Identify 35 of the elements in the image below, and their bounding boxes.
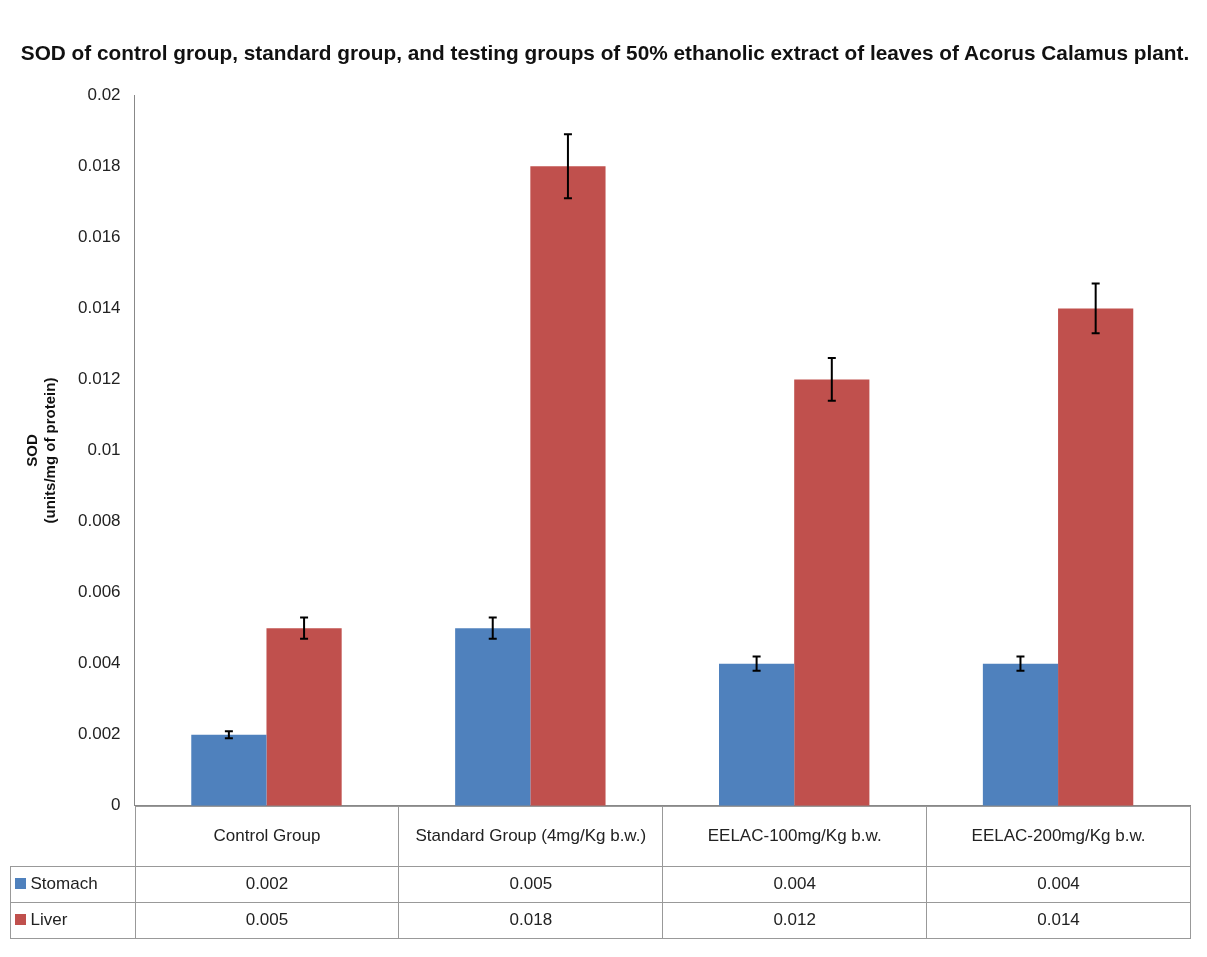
data-label: 0.018 [398, 902, 663, 939]
y-tick-label: 0.008 [77, 511, 121, 531]
bar [794, 379, 870, 806]
y-tick-label: 0.012 [77, 369, 121, 389]
y-tick-label: 0 [111, 795, 121, 815]
bar [266, 628, 342, 806]
y-tick-label: 0.004 [77, 653, 121, 673]
data-label: 0.005 [398, 866, 663, 903]
y-tick-label: 0.014 [77, 298, 121, 318]
x-tick-label: Control Group [135, 806, 399, 867]
data-label: 0.004 [926, 866, 1191, 903]
data-label: 0.005 [135, 902, 399, 939]
y-tick-label: 0.02 [87, 84, 121, 104]
y-tick-label: 0.01 [87, 440, 121, 460]
y-axis-title: SOD (units/mg of protein) [23, 377, 59, 524]
y-tick-label: 0.002 [77, 724, 121, 744]
data-label: 0.012 [662, 902, 927, 939]
x-tick-label: Standard Group (4mg/Kg b.w.) [398, 806, 663, 867]
bar [1058, 308, 1134, 806]
y-tick-label: 0.018 [77, 155, 121, 175]
x-tick-label: EELAC-100mg/Kg b.w. [662, 806, 927, 867]
bar [455, 628, 531, 806]
chart-title: SOD of control group, standard group, and testing groups of 50% ethanolic extract of leaves of Acorus Calamus plant. [20, 41, 1190, 65]
y-tick-label: 0.016 [77, 227, 121, 247]
bar [530, 166, 606, 806]
data-label: 0.004 [662, 866, 927, 903]
y-tick-label: 0.006 [77, 582, 121, 602]
data-label: 0.014 [926, 902, 1191, 939]
x-tick-label: EELAC-200mg/Kg b.w. [926, 806, 1191, 867]
legend-label: Liver [10, 902, 136, 939]
bar [982, 663, 1059, 806]
legend-label: Stomach [10, 866, 136, 903]
bar [719, 663, 795, 806]
bar [191, 734, 267, 806]
data-label: 0.002 [135, 866, 399, 903]
